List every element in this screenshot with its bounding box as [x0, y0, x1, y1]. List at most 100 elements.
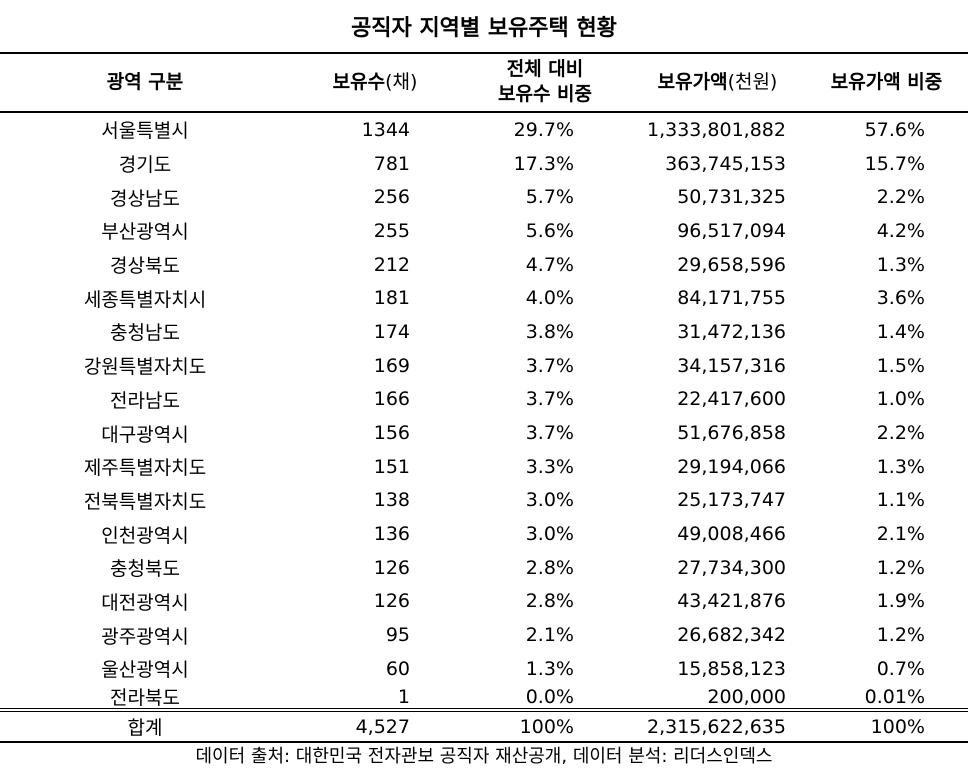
header-share: 전체 대비 보유수 비중 — [497, 58, 592, 105]
row-region: 광주광역시 — [101, 625, 189, 648]
table-row: 강원특별자치도 169 3.7% 34,157,316 1.5% — [0, 349, 968, 383]
row-share: 3.7% — [525, 388, 574, 411]
table-row: 인천광역시 136 3.0% 49,008,466 2.1% — [0, 517, 968, 551]
row-count: 256 — [373, 186, 410, 209]
row-value-share: 1.1% — [876, 489, 925, 512]
row-share: 5.6% — [525, 219, 574, 242]
header-rule — [0, 111, 968, 113]
row-value-share: 2.2% — [876, 422, 925, 445]
row-count: 181 — [373, 287, 410, 310]
table-row: 경상북도 212 4.7% 29,658,596 1.3% — [0, 248, 968, 282]
row-count: 212 — [373, 253, 410, 276]
row-value-share: 3.6% — [876, 287, 925, 310]
row-value: 34,157,316 — [677, 354, 786, 377]
row-share: 17.3% — [513, 152, 574, 175]
bottom-rule — [0, 741, 968, 743]
table-row: 광주광역시 95 2.1% 26,682,342 1.2% — [0, 618, 968, 652]
row-region: 전북특별자치도 — [83, 490, 207, 513]
row-region: 세종특별자치시 — [83, 288, 207, 311]
row-share: 3.7% — [525, 422, 574, 445]
row-value-share: 1.4% — [876, 320, 925, 343]
row-count: 1 — [397, 685, 410, 708]
row-value: 84,171,755 — [677, 287, 786, 310]
row-share: 3.8% — [525, 320, 574, 343]
row-value: 26,682,342 — [677, 624, 786, 647]
row-count: 169 — [373, 354, 410, 377]
total-value-share: 100% — [870, 715, 925, 738]
top-rule — [0, 52, 968, 54]
row-count: 60 — [385, 657, 410, 680]
table-title: 공직자 지역별 보유주택 현황 — [351, 16, 617, 41]
table-row: 전라남도 166 3.7% 22,417,600 1.0% — [0, 383, 968, 417]
row-region: 경상남도 — [110, 187, 180, 210]
row-count: 136 — [373, 523, 410, 546]
row-region: 경기도 — [118, 154, 172, 177]
header-region: 광역 구분 — [106, 71, 184, 93]
table-row: 충청남도 174 3.8% 31,472,136 1.4% — [0, 315, 968, 349]
row-value: 22,417,600 — [677, 388, 786, 411]
header-count: 보유수(채) — [332, 71, 418, 93]
row-share: 29.7% — [513, 118, 574, 141]
row-value: 27,734,300 — [677, 556, 786, 579]
row-region: 부산광역시 — [101, 221, 189, 244]
row-share: 3.3% — [525, 455, 574, 478]
source-note: 데이터 출처: 대한민국 전자관보 공직자 재산공개, 데이터 분석: 리더스인… — [195, 746, 773, 767]
row-value-share: 2.2% — [876, 186, 925, 209]
header-value: 보유가액(천원) — [657, 71, 778, 93]
row-value-share: 1.5% — [876, 354, 925, 377]
table-row: 전북특별자치도 138 3.0% 25,173,747 1.1% — [0, 484, 968, 518]
row-value-share: 2.1% — [876, 523, 925, 546]
row-count: 166 — [373, 388, 410, 411]
row-value: 15,858,123 — [677, 657, 786, 680]
row-value: 25,173,747 — [677, 489, 786, 512]
row-share: 1.3% — [525, 657, 574, 680]
table-row: 부산광역시 255 5.6% 96,517,094 4.2% — [0, 214, 968, 248]
table-row: 대구광역시 156 3.7% 51,676,858 2.2% — [0, 416, 968, 450]
row-region: 서울특별시 — [101, 120, 189, 143]
total-count: 4,527 — [355, 715, 410, 738]
row-value-share: 0.7% — [876, 657, 925, 680]
row-share: 2.1% — [525, 624, 574, 647]
row-value: 29,194,066 — [677, 455, 786, 478]
table-row: 세종특별자치시 181 4.0% 84,171,755 3.6% — [0, 281, 968, 315]
total-region: 합계 — [127, 717, 163, 739]
header-value-share: 보유가액 비중 — [830, 71, 943, 93]
row-value-share: 1.3% — [876, 253, 925, 276]
total-rule-2 — [0, 711, 968, 712]
table-row: 제주특별자치도 151 3.3% 29,194,066 1.3% — [0, 450, 968, 484]
row-count: 126 — [373, 590, 410, 613]
row-count: 151 — [373, 455, 410, 478]
row-count: 126 — [373, 556, 410, 579]
row-share: 2.8% — [525, 590, 574, 613]
total-rule-1 — [0, 708, 968, 709]
row-count: 781 — [373, 152, 410, 175]
row-region: 제주특별자치도 — [83, 457, 207, 480]
row-value: 31,472,136 — [677, 320, 786, 343]
table-row: 울산광역시 60 1.3% 15,858,123 0.7% — [0, 652, 968, 686]
row-value: 49,008,466 — [677, 523, 786, 546]
row-value: 1,333,801,882 — [646, 118, 786, 141]
row-share: 5.7% — [525, 186, 574, 209]
table-body: 서울특별시 1344 29.7% 1,333,801,882 57.6% 경기도 781 17… — [0, 113, 968, 710]
table-row: 경상남도 256 5.7% 50,731,325 2.2% — [0, 180, 968, 214]
row-region: 경상북도 — [110, 255, 180, 278]
row-share: 3.0% — [525, 523, 574, 546]
table-row: 경기도 781 17.3% 363,745,153 15.7% — [0, 147, 968, 181]
row-region: 충청남도 — [110, 322, 180, 345]
row-region: 대전광역시 — [101, 591, 189, 614]
row-value-share: 4.2% — [876, 219, 925, 242]
table-row: 충청북도 126 2.8% 27,734,300 1.2% — [0, 551, 968, 585]
row-region: 충청북도 — [110, 558, 180, 581]
row-count: 156 — [373, 422, 410, 445]
row-value-share: 1.2% — [876, 556, 925, 579]
row-value-share: 1.9% — [876, 590, 925, 613]
row-count: 174 — [373, 320, 410, 343]
row-share: 2.8% — [525, 556, 574, 579]
row-value: 51,676,858 — [677, 422, 786, 445]
row-region: 울산광역시 — [101, 659, 189, 682]
table-row: 전라북도 1 0.0% 200,000 0.01% — [0, 685, 968, 710]
total-value: 2,315,622,635 — [646, 715, 786, 738]
row-count: 255 — [373, 219, 410, 242]
row-value: 96,517,094 — [677, 219, 786, 242]
row-region: 대구광역시 — [101, 423, 189, 446]
